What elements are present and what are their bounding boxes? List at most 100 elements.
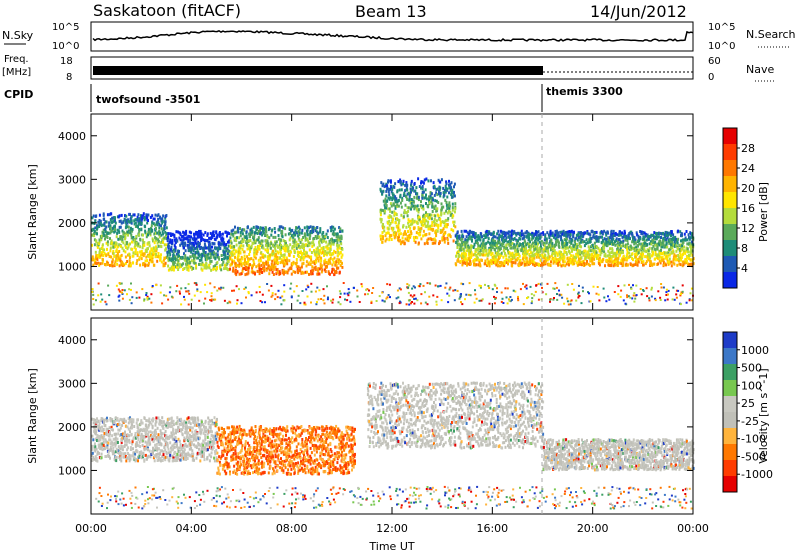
heatmap-cell xyxy=(116,232,118,235)
heatmap-cell xyxy=(108,294,110,296)
heatmap-cell xyxy=(623,255,625,258)
heatmap-cell xyxy=(323,240,325,243)
heatmap-cell xyxy=(110,247,112,250)
heatmap-cell xyxy=(680,263,682,266)
heatmap-cell xyxy=(479,236,481,239)
heatmap-cell xyxy=(415,186,417,189)
heatmap-cell xyxy=(340,303,342,305)
heatmap-cell xyxy=(381,218,383,221)
date-title: 14/Jun/2012 xyxy=(590,2,687,21)
heatmap-cell xyxy=(130,289,132,291)
heatmap-cell xyxy=(101,224,103,227)
heatmap-cell xyxy=(517,250,519,253)
heatmap-cell xyxy=(428,198,430,201)
heatmap-cell xyxy=(164,223,166,226)
heatmap-cell xyxy=(457,290,459,292)
heatmap-cell xyxy=(293,255,295,258)
heatmap-cell xyxy=(302,236,304,239)
heatmap-cell xyxy=(447,301,449,303)
heatmap-cell xyxy=(162,233,164,236)
heatmap-cell xyxy=(226,235,228,238)
heatmap-cell xyxy=(382,237,384,240)
heatmap-cell xyxy=(427,221,429,224)
heatmap-cell xyxy=(538,299,540,301)
heatmap-cell xyxy=(113,255,115,258)
heatmap-cell xyxy=(322,251,324,254)
heatmap-cell xyxy=(382,223,384,226)
heatmap-cell xyxy=(501,252,503,255)
heatmap-cell xyxy=(589,233,591,236)
heatmap-cell xyxy=(307,286,309,288)
heatmap-cell xyxy=(213,230,215,233)
heatmap-cell xyxy=(609,247,611,250)
heatmap-cell xyxy=(341,248,343,251)
heatmap-cell xyxy=(573,289,575,291)
heatmap-cell xyxy=(549,301,551,303)
heatmap-cell xyxy=(96,258,98,261)
heatmap-cell xyxy=(326,285,328,287)
heatmap-cell xyxy=(422,205,424,208)
heatmap-cell xyxy=(459,255,461,258)
heatmap-cell xyxy=(632,264,634,267)
heatmap-cell xyxy=(204,284,206,286)
heatmap-cell xyxy=(593,258,595,261)
heatmap-cell xyxy=(444,231,446,234)
heatmap-cell xyxy=(405,204,407,207)
heatmap-cell xyxy=(628,284,630,286)
heatmap-cell xyxy=(427,213,429,216)
heatmap-cell xyxy=(431,202,433,205)
heatmap-cell xyxy=(220,287,222,289)
heatmap-cell xyxy=(167,253,169,256)
heatmap-cell xyxy=(251,245,253,248)
heatmap-cell xyxy=(122,221,124,224)
heatmap-cell xyxy=(263,269,265,272)
heatmap-cell xyxy=(454,194,456,197)
heatmap-cell xyxy=(210,256,212,259)
heatmap-cell xyxy=(397,290,399,292)
heatmap-cell xyxy=(131,219,133,222)
heatmap-cell xyxy=(272,294,274,296)
heatmap-cell xyxy=(349,301,351,303)
heatmap-cell xyxy=(100,301,102,303)
heatmap-cell xyxy=(165,214,167,217)
heatmap-cell xyxy=(334,239,336,242)
heatmap-cell xyxy=(447,217,449,220)
heatmap-cell xyxy=(329,273,331,276)
heatmap-cell xyxy=(130,283,132,285)
heatmap-cell xyxy=(446,188,448,191)
heatmap-cell xyxy=(134,213,136,216)
heatmap-cell xyxy=(216,234,218,237)
heatmap-cell xyxy=(597,254,599,257)
heatmap-cell xyxy=(663,258,665,261)
heatmap-cell xyxy=(260,257,262,260)
heatmap-cell xyxy=(590,240,592,243)
heatmap-cell xyxy=(652,252,654,255)
heatmap-cell xyxy=(184,242,186,245)
heatmap-cell xyxy=(211,292,213,294)
heatmap-cell xyxy=(473,246,475,249)
heatmap-cell xyxy=(184,299,186,301)
heatmap-cell xyxy=(330,300,332,302)
heatmap-cell xyxy=(573,262,575,265)
heatmap-cell xyxy=(247,226,249,229)
heatmap-cell xyxy=(289,288,291,290)
heatmap-cell xyxy=(96,262,98,265)
heatmap-cell xyxy=(104,238,106,241)
heatmap-cell xyxy=(214,286,216,288)
heatmap-cell xyxy=(110,256,112,259)
heatmap-cell xyxy=(453,240,455,243)
heatmap-cell xyxy=(204,231,206,234)
heatmap-cell xyxy=(525,247,527,250)
heatmap-cell xyxy=(480,249,482,252)
heatmap-cell xyxy=(221,254,223,257)
heatmap-cell xyxy=(171,241,173,244)
heatmap-cell xyxy=(135,222,137,225)
heatmap-cell xyxy=(282,226,284,229)
heatmap-cell xyxy=(574,240,576,243)
heatmap-cell xyxy=(510,247,512,250)
heatmap-cell xyxy=(311,265,313,268)
heatmap-cell xyxy=(404,230,406,233)
heatmap-cell xyxy=(673,251,675,254)
heatmap-cell xyxy=(121,214,123,217)
heatmap-cell xyxy=(279,297,281,299)
